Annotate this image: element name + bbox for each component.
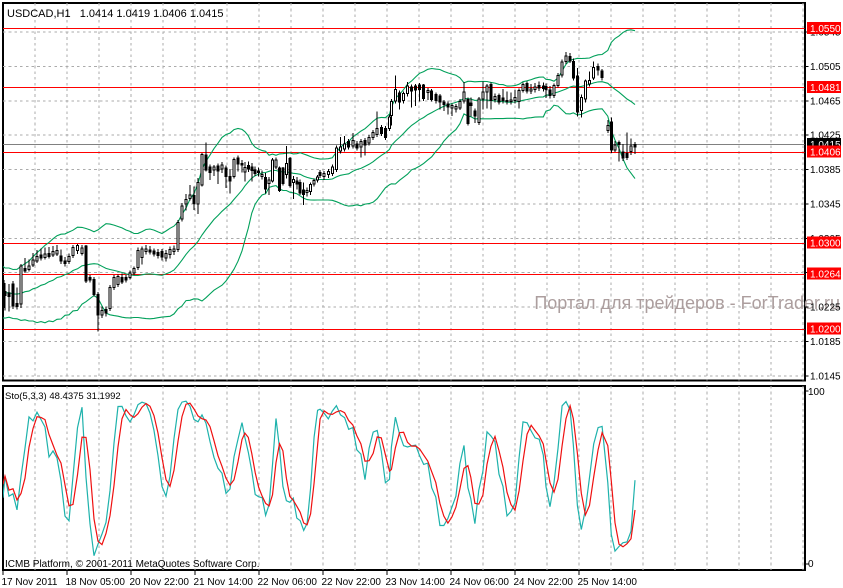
svg-text:1.0406: 1.0406 [810, 148, 841, 159]
svg-text:20 Nov 22:00: 20 Nov 22:00 [130, 577, 190, 588]
svg-text:1.0300: 1.0300 [810, 239, 841, 250]
svg-text:Sto(5,3,3) 48.4375 31.1992: Sto(5,3,3) 48.4375 31.1992 [5, 391, 121, 402]
svg-text:ICMB Platform, © 2001-2011 Met: ICMB Platform, © 2001-2011 MetaQuotes So… [5, 559, 260, 570]
svg-text:25 Nov 14:00: 25 Nov 14:00 [578, 577, 638, 588]
svg-text:1.0145: 1.0145 [810, 371, 841, 382]
svg-text:23 Nov 14:00: 23 Nov 14:00 [386, 577, 446, 588]
svg-text:1.0415: 1.0415 [810, 140, 841, 151]
svg-text:22 Nov 06:00: 22 Nov 06:00 [258, 577, 318, 588]
svg-text:17 Nov 2011: 17 Nov 2011 [2, 577, 58, 588]
svg-text:1.0345: 1.0345 [810, 200, 841, 211]
svg-text:1.0200: 1.0200 [810, 325, 841, 336]
svg-text:22 Nov 22:00: 22 Nov 22:00 [322, 577, 382, 588]
svg-text:1.0465: 1.0465 [810, 96, 841, 107]
svg-text:1.0264: 1.0264 [810, 270, 841, 281]
svg-text:Портал для трейдеров - ForTrad: Портал для трейдеров - ForTrader.ru [534, 293, 840, 313]
svg-text:1.0481: 1.0481 [810, 83, 841, 94]
svg-text:0: 0 [808, 559, 814, 570]
svg-text:1.0425: 1.0425 [810, 131, 841, 142]
svg-text:1.0225: 1.0225 [810, 303, 841, 314]
svg-text:24 Nov 22:00: 24 Nov 22:00 [514, 577, 574, 588]
svg-text:24 Nov 06:00: 24 Nov 06:00 [450, 577, 510, 588]
svg-text:1.0185: 1.0185 [810, 337, 841, 348]
svg-text:1.0550: 1.0550 [810, 24, 841, 35]
svg-text:1.0505: 1.0505 [810, 62, 841, 73]
svg-text:USDCAD,H1 1.0414 1.0419 1.04: USDCAD,H1 1.0414 1.0419 1.0406 1.0415 [7, 8, 223, 20]
svg-text:21 Nov 14:00: 21 Nov 14:00 [194, 577, 254, 588]
svg-text:100: 100 [808, 387, 825, 398]
svg-text:1.0385: 1.0385 [810, 165, 841, 176]
svg-text:18 Nov 05:00: 18 Nov 05:00 [66, 577, 126, 588]
